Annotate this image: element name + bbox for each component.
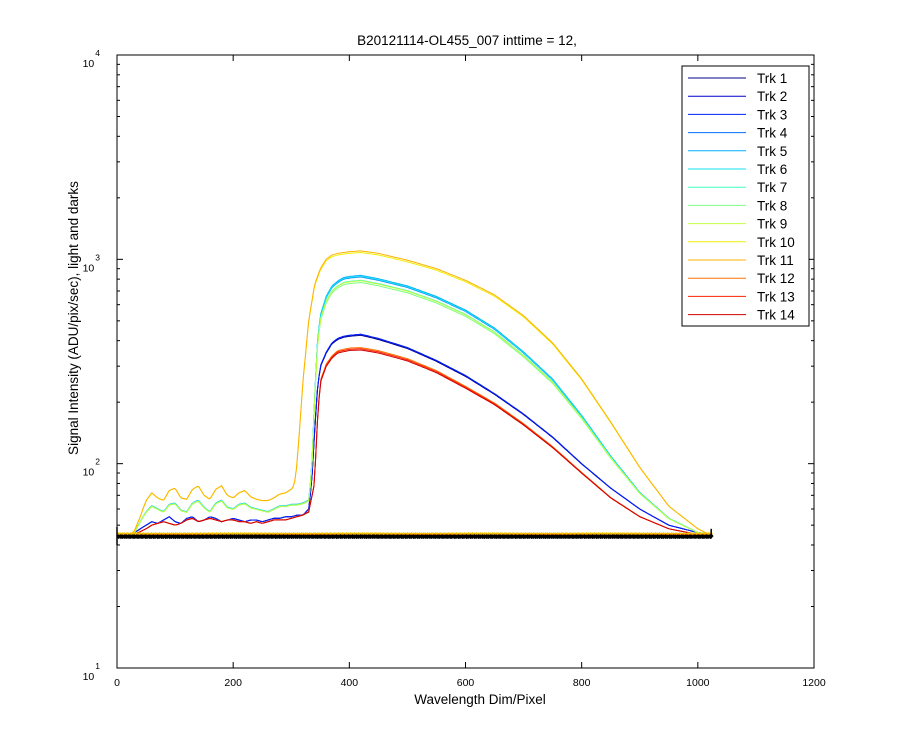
y-tick-label-exponent: 1 [95,661,100,671]
dark-frames-group [116,526,714,545]
legend-box [681,65,810,327]
legend-label-1: Trk 1 [757,71,787,86]
legend-items: Trk 1 Trk 2 Trk 3 Trk 4 Trk 5 Trk 6 Trk 7 Trk 8… [688,71,795,323]
x-tick-labels: 0 200 400 600 800 1000 1200 [114,677,826,689]
y-tick-label-base: 10 [83,671,95,683]
series-line-3 [117,333,712,537]
x-tick-label: 200 [224,677,242,689]
y-tick-label-base: 10 [83,262,95,274]
x-axis-label: Wavelength Dim/Pixel [414,692,546,707]
legend-label-10: Trk 10 [757,235,795,250]
series-line-11 [117,250,712,537]
legend-label-5: Trk 5 [757,144,787,159]
legend-label-12: Trk 12 [757,271,795,286]
legend-label-6: Trk 6 [757,162,787,177]
legend-label-2: Trk 2 [757,89,787,104]
y-tick-label: 102 [83,457,101,479]
legend-label-9: Trk 9 [757,217,787,232]
x-tick-label: 0 [114,677,120,689]
x-tick-label: 800 [573,677,591,689]
series-line-14 [117,349,712,537]
y-tick-label: 101 [83,661,101,683]
y-tick-label-exponent: 4 [95,48,100,58]
legend-label-4: Trk 4 [757,126,788,141]
legend-label-14: Trk 14 [757,308,795,323]
legend: Trk 1 Trk 2 Trk 3 Trk 4 Trk 5 Trk 6 Trk 7 Trk 8… [681,65,810,327]
y-tick-label-base: 10 [83,58,95,70]
series-line-9 [117,280,712,537]
legend-label-13: Trk 13 [757,289,795,304]
chart-title: B20121114-OL455_007 inttime = 12, [357,33,577,48]
x-tick-label: 1000 [686,677,710,689]
x-tick-label: 600 [457,677,475,689]
dark-frame-line-3 [116,534,714,540]
x-tick-label: 400 [341,677,359,689]
y-axis-label: Signal Intensity (ADU/pix/sec), light an… [66,181,81,455]
y-tick-label: 103 [83,252,101,274]
series-group [117,250,712,537]
y-tick-label-exponent: 2 [95,457,100,467]
x-tick-label: 1200 [802,677,826,689]
y-tick-label: 104 [83,48,101,70]
axis-ticks [116,54,815,669]
y-tick-label-exponent: 3 [95,252,100,262]
legend-label-8: Trk 8 [757,198,787,213]
legend-label-7: Trk 7 [757,180,787,195]
legend-label-3: Trk 3 [757,107,787,122]
y-tick-label-base: 10 [83,467,95,479]
legend-label-11: Trk 11 [757,253,794,268]
